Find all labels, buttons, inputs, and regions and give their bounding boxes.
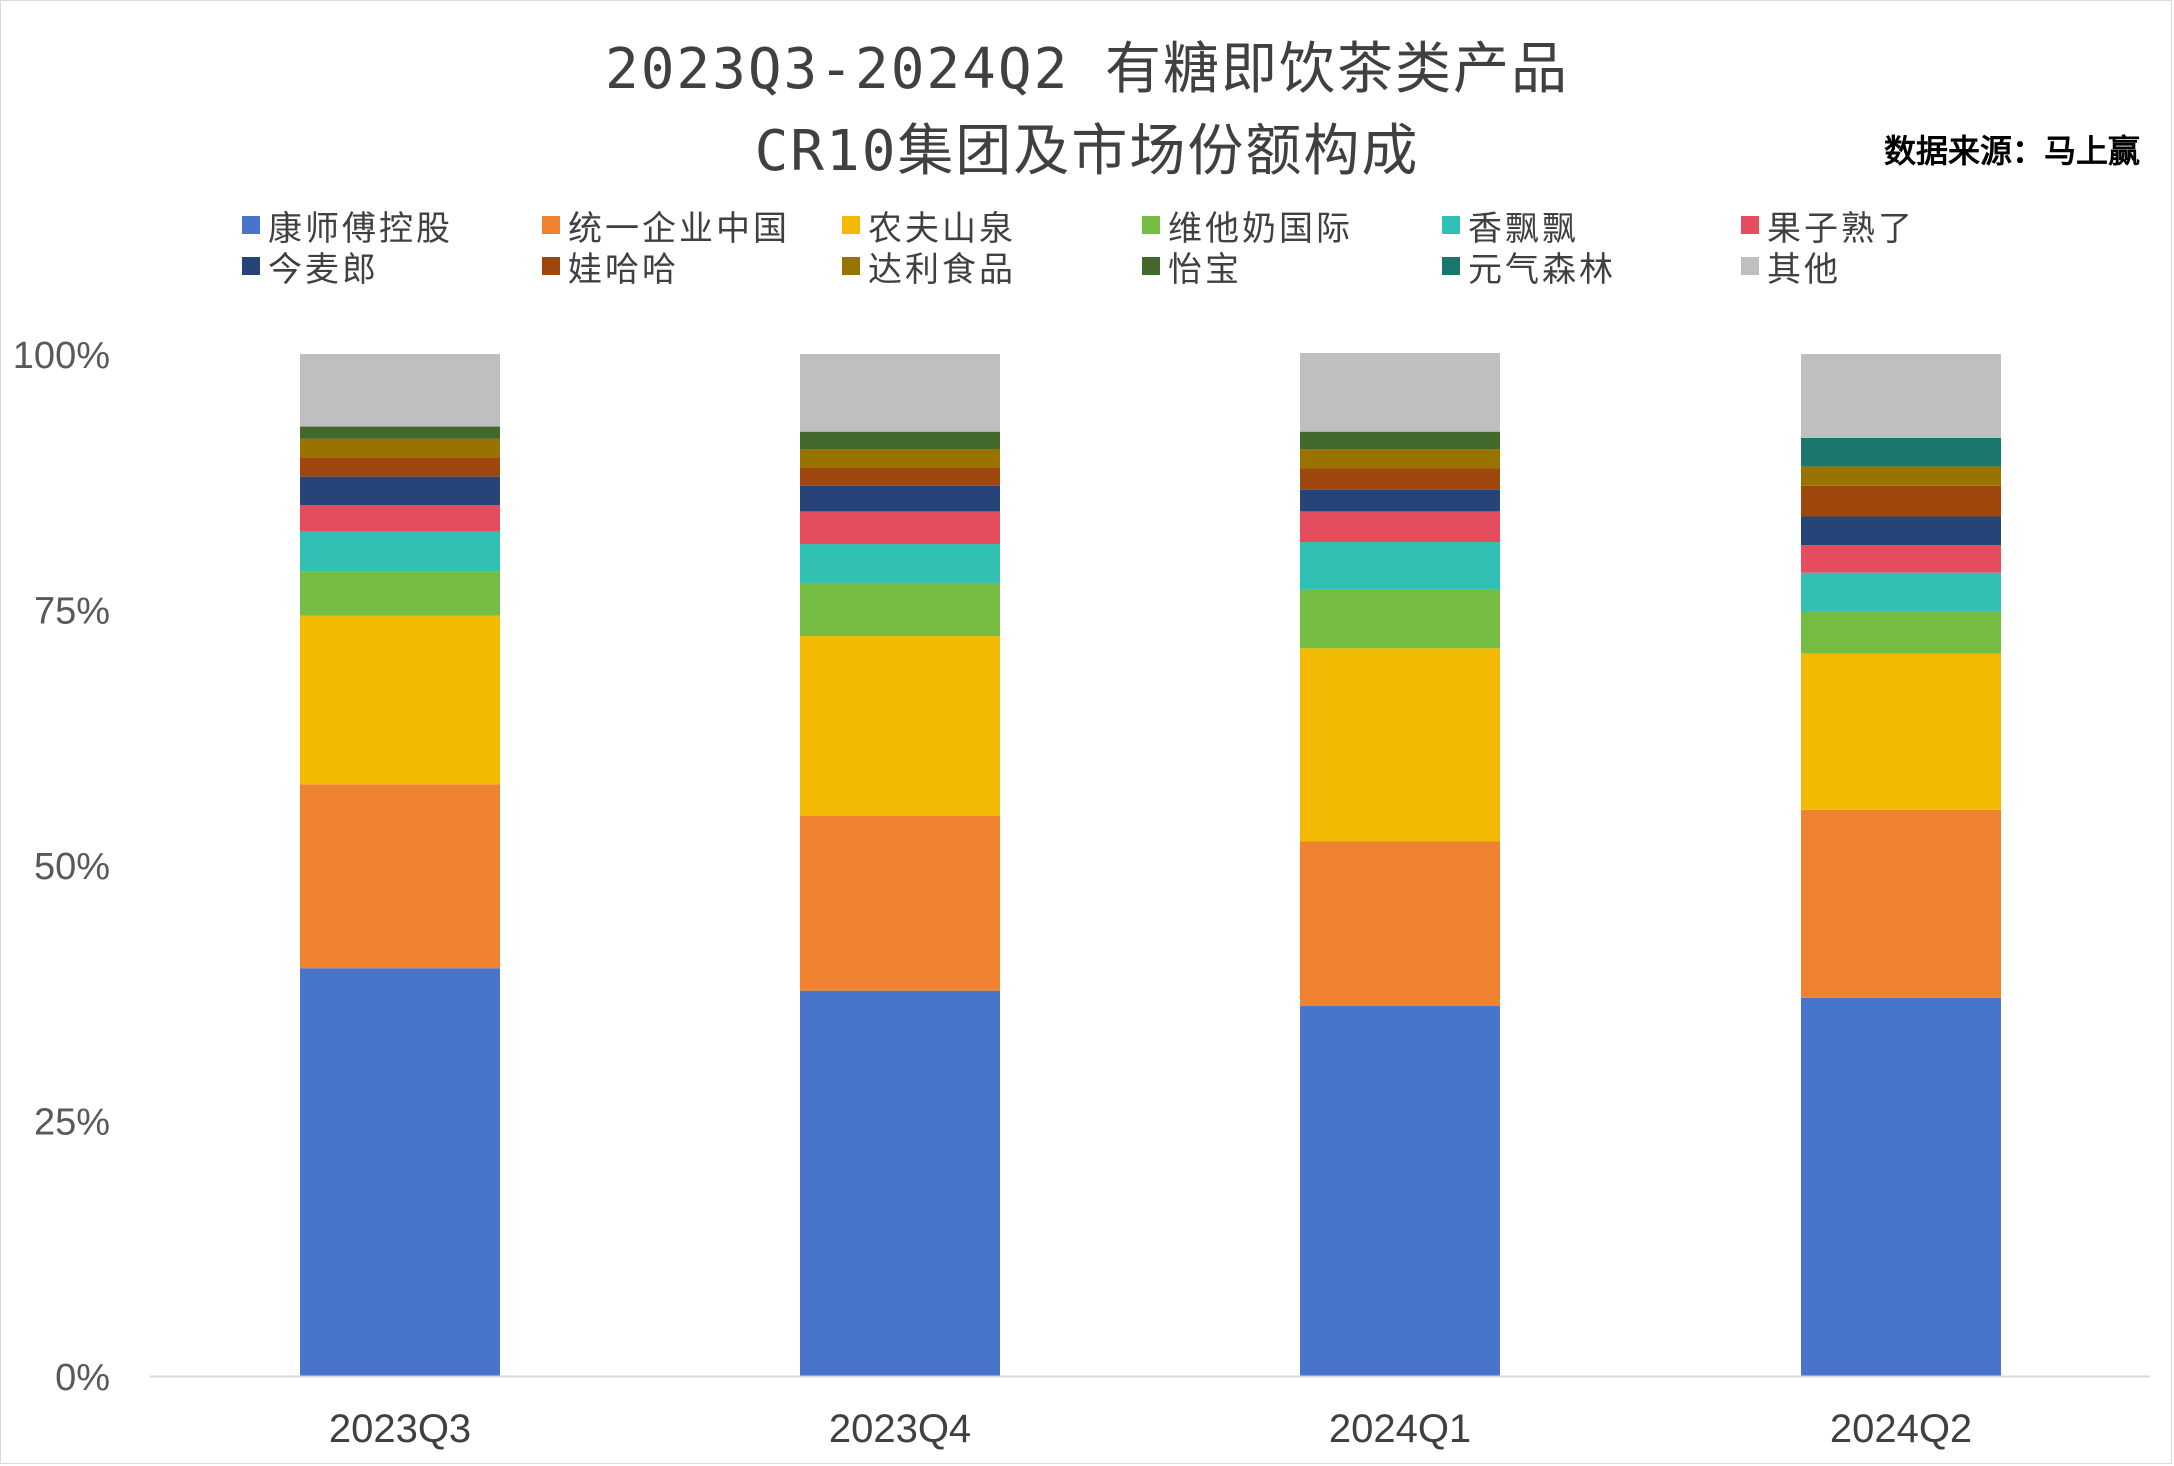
- legend-swatch: [542, 216, 560, 234]
- bar-segment: [800, 636, 1000, 816]
- legend-item: 娃哈哈: [542, 246, 679, 290]
- bar-segment: [300, 615, 500, 785]
- bar-segment: [1300, 449, 1500, 469]
- chart-subtitle: CR10集团及市场份额构成: [754, 119, 1420, 184]
- bar-segment: [1801, 354, 2001, 438]
- legend-swatch: [842, 216, 860, 234]
- data-source-note: 数据来源：马上赢: [1883, 132, 2140, 170]
- bar-segment: [800, 485, 1000, 512]
- bar-segment: [1801, 545, 2001, 573]
- legend-label: 达利食品: [868, 249, 1016, 290]
- legend-swatch: [842, 257, 860, 275]
- legend-item: 康师傅控股: [242, 205, 453, 249]
- y-tick-label: 0%: [55, 1357, 110, 1399]
- legend-label: 元气森林: [1468, 249, 1616, 290]
- legend-item: 今麦郎: [242, 246, 379, 290]
- legend-item: 果子熟了: [1741, 205, 1915, 249]
- x-tick-label: 2023Q4: [829, 1407, 971, 1451]
- bar-segment: [800, 467, 1000, 486]
- bar-segment: [800, 354, 1000, 432]
- legend-swatch: [1442, 257, 1460, 275]
- bar-segment: [1801, 572, 2001, 612]
- bar-segment: [1300, 468, 1500, 490]
- bar-segment: [300, 457, 500, 477]
- bar-segment: [300, 784, 500, 969]
- legend-swatch: [1142, 257, 1160, 275]
- legend-swatch: [1741, 216, 1759, 234]
- legend-item: 维他奶国际: [1142, 205, 1353, 249]
- legend-item: 元气森林: [1442, 246, 1616, 290]
- legend-item: 农夫山泉: [842, 205, 1016, 249]
- legend-label: 其他: [1767, 249, 1841, 290]
- bar-segment: [1300, 431, 1500, 450]
- legend-label: 统一企业中国: [568, 208, 790, 249]
- legend-item: 香飘飘: [1442, 205, 1579, 249]
- bar-segment: [300, 571, 500, 616]
- legend-label: 娃哈哈: [568, 249, 679, 290]
- bar-segment: [1300, 589, 1500, 649]
- bar-segment: [1300, 648, 1500, 842]
- legend-swatch: [542, 257, 560, 275]
- bar-segment: [1300, 352, 1500, 432]
- legend-swatch: [1741, 257, 1759, 275]
- bar-segment: [1801, 809, 2001, 998]
- bar-segment: [1300, 542, 1500, 590]
- bar-segment: [1801, 437, 2001, 467]
- legend-label: 今麦郎: [268, 249, 379, 290]
- bar-segment: [800, 511, 1000, 545]
- bar-segment: [300, 476, 500, 506]
- bar-segment: [800, 544, 1000, 583]
- bar-segment: [1801, 466, 2001, 486]
- bar-segment: [800, 582, 1000, 637]
- bar-segment: [1801, 516, 2001, 546]
- legend-label: 康师傅控股: [268, 208, 453, 249]
- bar-segment: [1801, 653, 2001, 810]
- bar-segment: [800, 815, 1000, 991]
- bar-segment: [300, 531, 500, 572]
- y-tick-label: 50%: [34, 846, 110, 888]
- y-tick-label: 25%: [34, 1102, 110, 1144]
- bar-segment: [800, 990, 1000, 1376]
- x-tick-label: 2024Q2: [1830, 1407, 1972, 1451]
- legend-swatch: [242, 257, 260, 275]
- legend-item: 统一企业中国: [542, 205, 790, 249]
- bar-segment: [1801, 611, 2001, 654]
- legend-label: 香飘飘: [1468, 208, 1579, 249]
- legend-label: 农夫山泉: [868, 208, 1016, 249]
- bar-segment: [800, 431, 1000, 450]
- legend-item: 达利食品: [842, 246, 1016, 290]
- legend-item: 其他: [1741, 246, 1841, 290]
- legend-label: 果子熟了: [1767, 208, 1915, 249]
- legend-swatch: [242, 216, 260, 234]
- bar-segment: [1300, 841, 1500, 1007]
- bar-segment: [300, 438, 500, 458]
- bar-segment: [1801, 485, 2001, 517]
- bar-segment: [1300, 1006, 1500, 1376]
- legend-item: 怡宝: [1142, 246, 1242, 290]
- bar-segment: [300, 426, 500, 439]
- bar-segment: [300, 968, 500, 1376]
- legend-label: 怡宝: [1168, 249, 1242, 290]
- x-tick-label: 2023Q3: [329, 1407, 471, 1451]
- bar-segment: [1300, 489, 1500, 512]
- legend-label: 维他奶国际: [1168, 208, 1353, 249]
- y-tick-label: 100%: [13, 335, 110, 377]
- x-tick-label: 2024Q1: [1329, 1407, 1471, 1451]
- bar-segment: [300, 505, 500, 532]
- legend-swatch: [1442, 216, 1460, 234]
- bar-segment: [1300, 511, 1500, 543]
- bar-segment: [800, 449, 1000, 468]
- chart-title: 2023Q3-2024Q2 有糖即饮茶类产品: [604, 37, 1569, 102]
- bar-segment: [1801, 997, 2001, 1376]
- legend-swatch: [1142, 216, 1160, 234]
- bar-segment: [300, 354, 500, 427]
- y-tick-label: 75%: [34, 591, 110, 633]
